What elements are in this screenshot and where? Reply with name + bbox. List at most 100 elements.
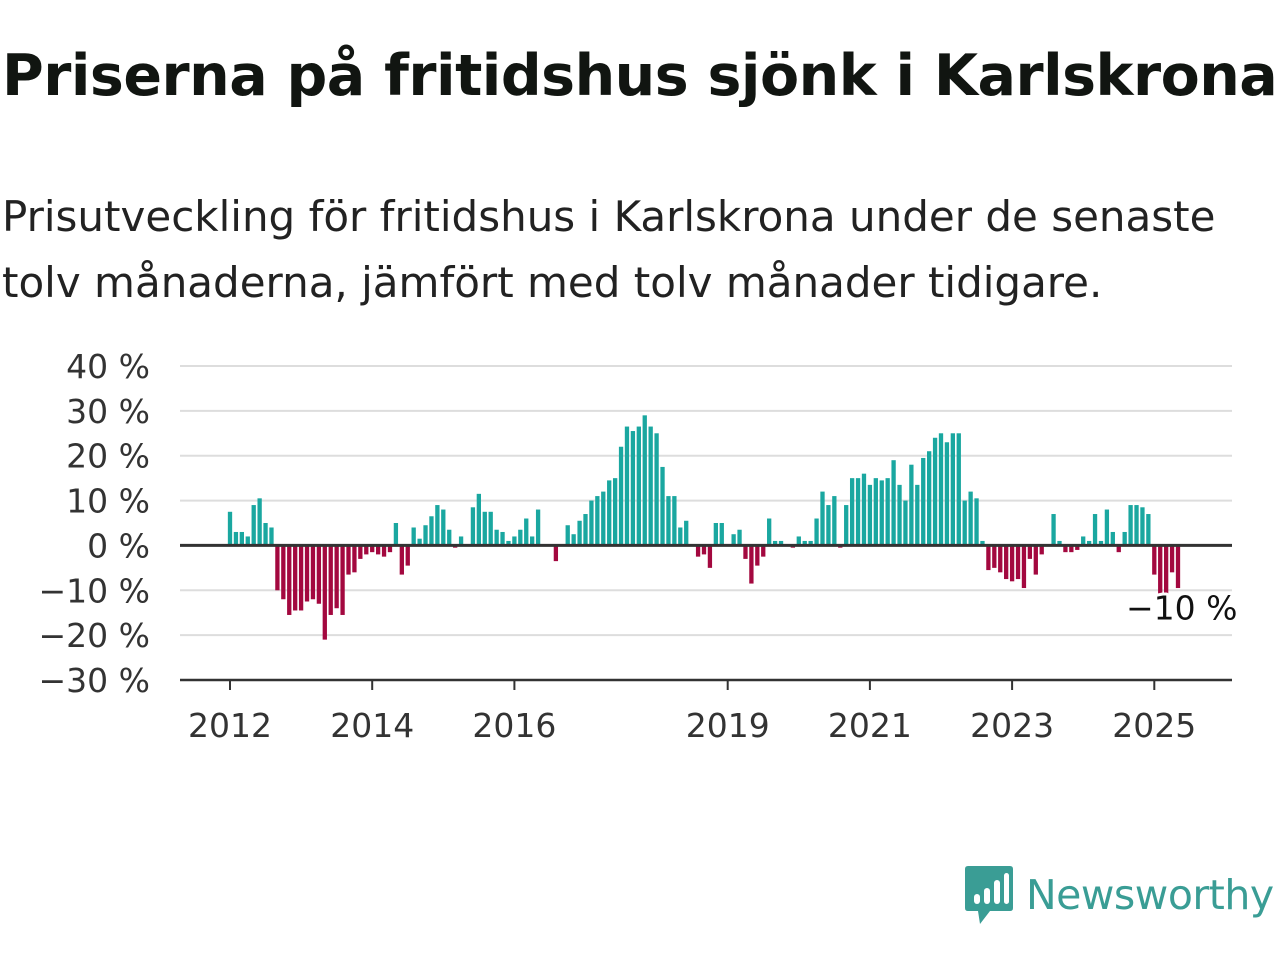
bar xyxy=(761,545,766,557)
bar xyxy=(524,518,529,546)
bar xyxy=(1098,540,1104,546)
bar xyxy=(1158,545,1163,598)
bar-chart: 40 %30 %20 %10 %0 %−10 %−20 %−30 % 2012 2… xyxy=(39,347,1241,745)
bar xyxy=(269,527,274,546)
bar xyxy=(672,496,677,546)
bar xyxy=(844,505,849,546)
bar xyxy=(1021,545,1027,589)
newsworthy-logo-icon xyxy=(965,866,1013,924)
bar xyxy=(1081,536,1086,546)
bar xyxy=(1027,545,1033,559)
bar xyxy=(618,446,624,546)
bar xyxy=(915,484,920,546)
bar xyxy=(251,505,256,546)
bar xyxy=(1063,545,1068,553)
bar xyxy=(986,545,991,571)
bar xyxy=(713,523,718,546)
bar xyxy=(405,545,410,566)
bar xyxy=(583,514,588,546)
bar xyxy=(849,478,855,546)
bar xyxy=(885,478,890,546)
bar xyxy=(1051,514,1056,546)
bar-series xyxy=(227,415,1181,640)
y-tick-label: 30 % xyxy=(66,392,150,431)
bar xyxy=(1134,505,1139,546)
bar xyxy=(1122,531,1127,546)
bar xyxy=(903,500,908,546)
bar xyxy=(328,545,333,615)
bar xyxy=(1057,540,1062,546)
bar xyxy=(962,500,967,546)
bar xyxy=(482,511,487,546)
bar xyxy=(607,480,612,546)
bar xyxy=(778,540,784,546)
bar xyxy=(1039,545,1044,555)
bar xyxy=(275,545,280,591)
bar xyxy=(749,545,754,584)
bar xyxy=(577,520,582,546)
bar xyxy=(476,493,481,546)
last-value-annotation: −10 % xyxy=(1123,585,1241,630)
bar xyxy=(950,433,955,546)
bar xyxy=(743,545,748,559)
bar xyxy=(767,518,772,546)
bar xyxy=(1164,545,1169,602)
bar xyxy=(304,545,310,602)
bar xyxy=(447,529,452,546)
bar xyxy=(370,545,375,553)
bar xyxy=(832,496,837,546)
bar xyxy=(826,505,831,546)
bar xyxy=(1128,505,1133,546)
bar xyxy=(897,484,902,546)
x-tick-label: 2019 xyxy=(686,706,770,745)
bar xyxy=(855,478,861,546)
bar xyxy=(867,484,873,546)
bar xyxy=(938,433,944,546)
bar xyxy=(980,540,985,546)
bar xyxy=(535,509,541,546)
bar xyxy=(518,529,523,546)
bar xyxy=(921,457,926,546)
bar xyxy=(678,527,683,546)
bar xyxy=(642,415,647,546)
bar xyxy=(352,545,357,573)
bar xyxy=(257,498,262,546)
bar xyxy=(441,509,446,546)
x-tick-label: 2012 xyxy=(188,706,272,745)
bar xyxy=(601,491,606,546)
bar xyxy=(932,437,938,546)
x-tick-label: 2021 xyxy=(828,706,912,745)
bar xyxy=(772,540,778,546)
bar xyxy=(239,531,244,546)
bar xyxy=(909,464,914,546)
x-tick-label: 2025 xyxy=(1112,706,1196,745)
bar xyxy=(719,523,724,546)
bar xyxy=(1140,507,1145,546)
bar xyxy=(1175,545,1181,589)
bar xyxy=(861,473,867,546)
x-axis-labels: 2012 2014 2016 2019 2021 2023 2025 xyxy=(188,680,1196,745)
bar xyxy=(814,518,819,546)
annotation-label: −10 % xyxy=(1126,588,1238,627)
bar xyxy=(316,545,322,604)
bar xyxy=(358,545,363,559)
bar xyxy=(417,538,422,546)
bar xyxy=(387,545,393,553)
bar xyxy=(1092,514,1098,546)
bar xyxy=(293,545,298,611)
bar xyxy=(589,500,594,546)
bar xyxy=(636,426,641,546)
bar xyxy=(974,498,979,546)
bar xyxy=(340,545,345,615)
bar xyxy=(233,531,239,546)
bar xyxy=(310,545,316,600)
x-tick-label: 2016 xyxy=(472,706,556,745)
brand-logo: Newsworthy xyxy=(964,864,1274,926)
y-tick-label: 20 % xyxy=(66,437,150,476)
bar xyxy=(595,496,600,546)
bar xyxy=(891,460,896,546)
x-tick-label: 2023 xyxy=(970,706,1054,745)
bar xyxy=(1104,509,1110,546)
bar xyxy=(393,523,399,546)
bar xyxy=(364,545,369,555)
